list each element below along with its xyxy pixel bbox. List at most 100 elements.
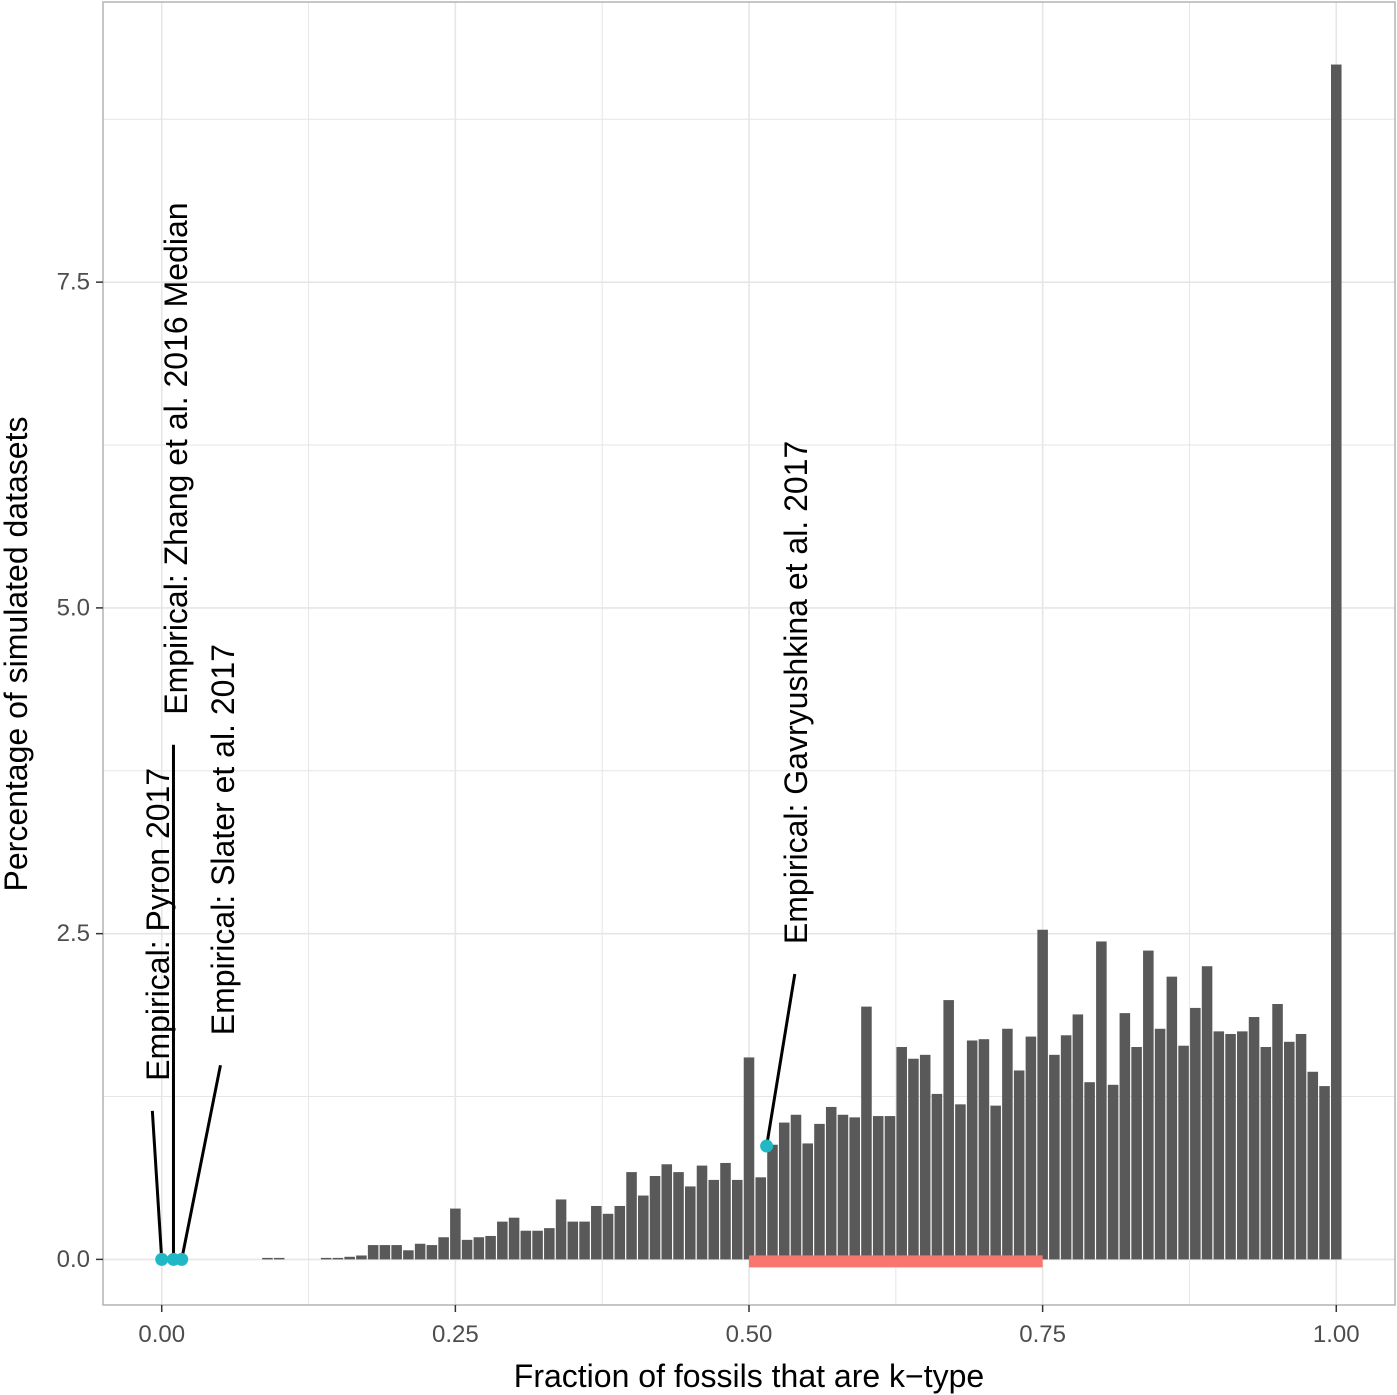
histogram-bar bbox=[1237, 1031, 1248, 1260]
histogram-bar bbox=[802, 1143, 813, 1260]
histogram-bar bbox=[1154, 1028, 1166, 1260]
x-tick-label: 1.00 bbox=[1313, 1321, 1360, 1348]
histogram-bar bbox=[955, 1104, 966, 1260]
histogram-bar bbox=[708, 1179, 720, 1260]
histogram-bar bbox=[814, 1123, 825, 1260]
y-axis-title: Percentage of simulated datasets bbox=[0, 417, 34, 892]
histogram-bar bbox=[1037, 929, 1048, 1260]
histogram-bar bbox=[1119, 1013, 1131, 1260]
histogram-bar bbox=[450, 1208, 461, 1260]
x-axis-title: Fraction of fossils that are k−type bbox=[514, 1358, 984, 1394]
histogram-bar bbox=[1213, 1031, 1225, 1260]
histogram-bar bbox=[1025, 1036, 1037, 1260]
empirical-point bbox=[760, 1139, 774, 1153]
annotation-leader-line bbox=[150, 1110, 164, 1260]
empirical-point bbox=[155, 1252, 169, 1266]
histogram-bar bbox=[403, 1250, 414, 1260]
histogram-bar bbox=[579, 1221, 590, 1260]
histogram-bar bbox=[473, 1237, 485, 1260]
histogram-bar bbox=[262, 1257, 273, 1260]
histogram-bar bbox=[1166, 976, 1178, 1260]
histogram-bar bbox=[943, 1000, 954, 1260]
histogram-bar bbox=[978, 1039, 990, 1260]
range-band-bar bbox=[749, 1255, 1043, 1268]
histogram-bar bbox=[790, 1114, 802, 1260]
histogram-bar bbox=[555, 1199, 567, 1260]
histogram-bar bbox=[1049, 1054, 1060, 1260]
x-axis-ticks: 0.00 0.25 0.50 0.75 1.00 bbox=[138, 1305, 1360, 1348]
histogram-bar bbox=[673, 1172, 684, 1260]
histogram-bar bbox=[438, 1237, 449, 1260]
histogram-bar bbox=[884, 1116, 896, 1260]
histogram-bar bbox=[1072, 1014, 1084, 1260]
histogram-bar bbox=[461, 1239, 473, 1260]
histogram-bar bbox=[1225, 1033, 1236, 1260]
histogram-bar bbox=[544, 1228, 555, 1260]
histogram-bar bbox=[825, 1106, 837, 1260]
histogram-bar bbox=[1272, 1004, 1283, 1260]
histogram-bar bbox=[497, 1221, 508, 1260]
empirical-points bbox=[155, 1139, 774, 1266]
histogram-bar bbox=[1295, 1033, 1307, 1260]
histogram-bar bbox=[1178, 1045, 1189, 1260]
histogram-bar bbox=[1190, 1007, 1201, 1260]
histogram-bar bbox=[1096, 941, 1107, 1260]
empirical-point bbox=[175, 1252, 189, 1266]
annotation-label: Empirical: Slater et al. 2017 bbox=[205, 644, 241, 1035]
histogram-bar bbox=[1248, 1017, 1260, 1260]
range-band bbox=[749, 1255, 1043, 1268]
histogram-bar bbox=[743, 1057, 755, 1260]
histogram-bar bbox=[1107, 1084, 1119, 1260]
histogram-bar bbox=[1143, 950, 1154, 1260]
histogram-bar bbox=[720, 1162, 731, 1260]
histogram-bar bbox=[591, 1205, 602, 1260]
annotation-leader-line bbox=[180, 1064, 222, 1260]
histogram-bar bbox=[532, 1230, 543, 1260]
annotation-leader-line bbox=[765, 973, 797, 1147]
histogram-bars bbox=[262, 64, 1342, 1260]
histogram-bar bbox=[567, 1221, 579, 1260]
histogram-bar bbox=[1331, 64, 1342, 1260]
histogram-bar bbox=[837, 1114, 849, 1260]
histogram-bar bbox=[332, 1257, 344, 1260]
histogram-bar bbox=[344, 1256, 355, 1260]
histogram-bar bbox=[414, 1243, 426, 1260]
histogram-bar bbox=[767, 1144, 778, 1260]
histogram-bar bbox=[649, 1176, 661, 1260]
histogram-bar bbox=[755, 1177, 767, 1260]
histogram-bar bbox=[508, 1217, 520, 1260]
histogram-bar bbox=[966, 1040, 978, 1260]
y-tick-label: 7.5 bbox=[57, 269, 90, 296]
histogram-bar bbox=[520, 1230, 532, 1260]
histogram-bar bbox=[1284, 1041, 1295, 1260]
histogram-bar bbox=[602, 1213, 614, 1260]
histogram-bar bbox=[861, 1006, 872, 1260]
histogram-bar bbox=[731, 1179, 743, 1260]
histogram-bar bbox=[1002, 1028, 1013, 1260]
histogram-bar bbox=[626, 1172, 637, 1260]
histogram-bar bbox=[896, 1047, 907, 1260]
histogram-bar bbox=[1307, 1071, 1319, 1260]
histogram-bar bbox=[1319, 1086, 1330, 1260]
annotation-leader-lines bbox=[150, 744, 797, 1260]
y-axis-ticks: 0.0 2.5 5.0 7.5 bbox=[57, 269, 103, 1273]
histogram-bar bbox=[872, 1116, 884, 1260]
histogram-bar bbox=[931, 1093, 943, 1260]
histogram-bar bbox=[273, 1257, 285, 1260]
histogram-bar bbox=[638, 1195, 649, 1260]
histogram-bar bbox=[1201, 966, 1213, 1260]
histogram-bar bbox=[685, 1186, 696, 1260]
y-tick-label: 0.0 bbox=[57, 1246, 90, 1273]
histogram-bar bbox=[391, 1245, 402, 1260]
x-tick-label: 0.25 bbox=[432, 1321, 479, 1348]
histogram-bar bbox=[919, 1054, 931, 1260]
histogram-bar bbox=[320, 1257, 332, 1260]
histogram-bar bbox=[849, 1117, 860, 1260]
histogram-bar bbox=[1013, 1070, 1025, 1260]
histogram-bar bbox=[356, 1255, 367, 1260]
histogram-bar bbox=[696, 1165, 708, 1260]
y-tick-label: 5.0 bbox=[57, 594, 90, 621]
histogram-bar bbox=[426, 1245, 438, 1260]
histogram-bar bbox=[1131, 1047, 1142, 1260]
